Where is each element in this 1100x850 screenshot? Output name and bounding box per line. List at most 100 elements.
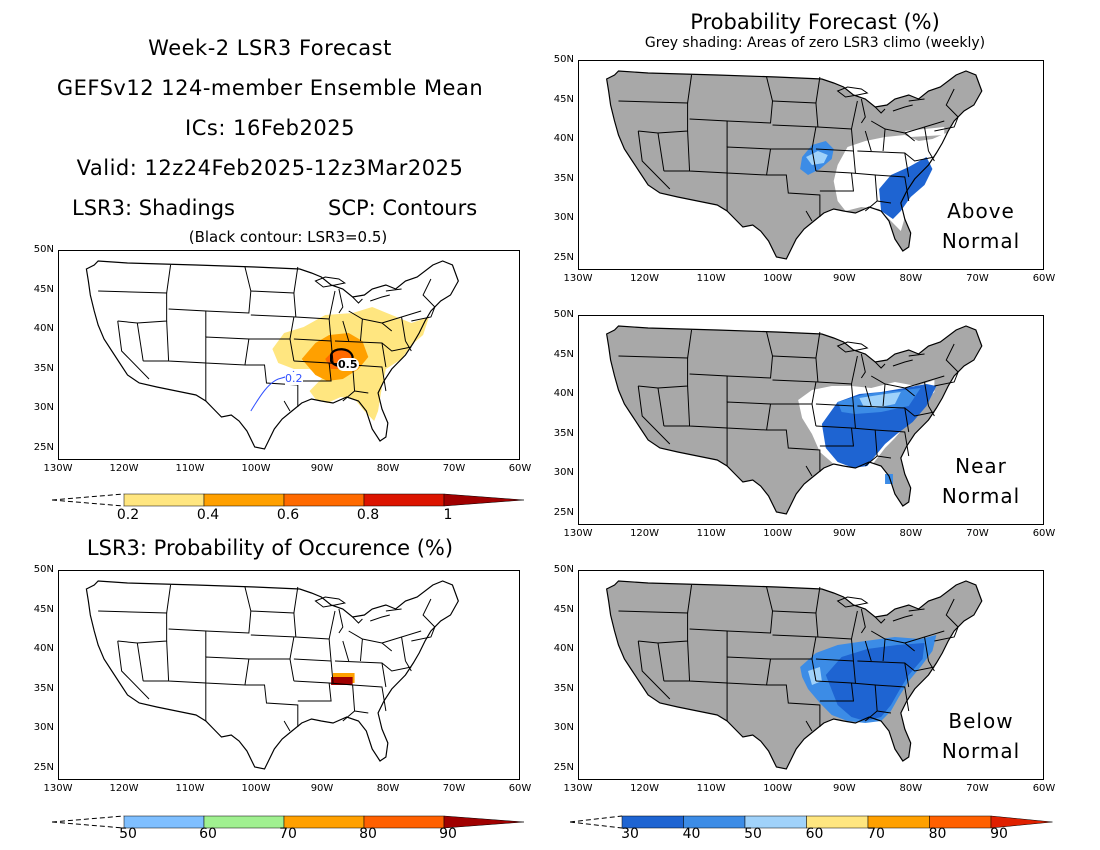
lat-label: 30N [553,467,574,479]
lon-label: 130W [563,528,593,539]
lat-label: 35N [553,682,574,694]
colorbar-label: 50 [744,826,762,842]
colorbar-label: 90 [439,826,457,842]
lon-label: 110W [696,528,726,539]
lon-label: 110W [175,463,205,474]
colorbar-label: 1 [443,507,453,523]
lon-label: 110W [175,783,205,794]
lon-label: 70W [966,783,989,794]
title-line-1: Week-2 LSR3 Forecast [148,36,392,60]
lon-label: 120W [109,463,139,474]
above-shade-30 [879,157,933,219]
colorbar-label: 80 [928,826,947,842]
colorbar-label: 60 [199,826,217,842]
probability-occurrence-map-panel [58,570,520,780]
colorbar-swatch [363,493,445,507]
colorbar-swatch [283,493,365,507]
shadings-label: LSR3: Shadings [72,196,235,220]
above-normal-map-panel: Above Normal [578,60,1044,270]
lat-label: 35N [33,362,54,374]
lat-label: 35N [553,172,574,184]
colorbar-label: 0.2 [116,507,140,523]
colorbar-swatch [123,493,205,507]
lon-label: 130W [563,783,593,794]
probability-occurrence-title: LSR3: Probability of Occurence (%) [86,536,454,560]
lat-label: 35N [33,682,54,694]
prob-shade-90 [331,677,353,685]
lat-label: 30N [553,212,574,224]
contour-label-02: 0.2 [285,372,303,385]
title-line-4: Valid: 12z24Feb2025-12z3Mar2025 [76,156,464,180]
contours-label: SCP: Contours [328,196,478,220]
colorbar-label: 50 [119,826,137,842]
lon-label: 130W [563,273,593,284]
probability-forecast-title: Probability Forecast (%) [690,10,940,34]
lon-label: 60W [508,783,532,794]
lat-label: 45N [33,283,54,295]
lsr3-map-panel: 0.5 0.2 [58,250,520,460]
lon-label: 60W [1032,528,1056,539]
near-label-line1: Near [955,454,1007,478]
colorbar-label: 70 [279,826,297,842]
near-normal-label: Near Normal [921,451,1041,511]
lon-label: 80W [899,783,923,794]
lon-label: 100W [763,783,793,794]
lon-label: 130W [43,463,73,474]
above-label-line1: Above [947,199,1015,223]
lat-label: 25N [33,442,54,453]
lon-label: 90W [310,783,334,794]
lat-label: 45N [553,348,574,360]
lat-label: 25N [553,252,574,263]
near-shade-50 [859,392,901,408]
black-contour-note: (Black contour: LSR3=0.5) [188,228,388,246]
lon-label: 100W [241,783,271,794]
contour-label-05: 0.5 [337,358,359,371]
lat-label: 50N [553,309,574,320]
lat-label: 25N [553,507,574,518]
lon-label: 60W [1032,273,1056,284]
lat-label: 30N [33,722,54,734]
lsr3-map-svg [85,260,459,450]
lat-label: 40N [33,323,54,335]
lon-label: 70W [442,463,466,474]
lat-label: 40N [33,643,54,655]
below-normal-label: Below Normal [921,706,1041,766]
title-line-2: GEFSv12 124-member Ensemble Mean [56,76,484,100]
colorbar-swatch [990,815,1053,829]
probability-colorbar [52,815,525,829]
lon-label: 90W [832,528,856,539]
lon-label: 120W [630,273,660,284]
lat-label: 30N [33,402,54,414]
lon-label: 110W [696,783,726,794]
lon-label: 110W [696,273,726,284]
lon-label: 90W [832,783,856,794]
near-normal-map-svg [606,325,983,515]
lon-label: 80W [376,783,400,794]
lon-label: 70W [966,528,989,539]
lon-label: 130W [43,783,73,794]
colorbar-label: 0.8 [356,507,380,523]
lat-label: 25N [33,762,54,773]
lat-label: 35N [553,427,574,439]
colorbar-label: 40 [682,826,701,842]
probability-occurrence-map-svg [85,580,459,770]
lon-label: 70W [966,273,989,284]
colorbar-label: 80 [359,826,377,842]
lon-label: 80W [899,273,923,284]
colorbar-swatch [203,493,285,507]
near-normal-map-panel: Near Normal [578,315,1044,525]
lon-label: 80W [376,463,400,474]
lat-label: 50N [553,54,574,65]
lat-label: 40N [553,643,574,655]
below-label-line1: Below [948,709,1014,733]
below-normal-map-svg [606,580,983,770]
lat-label: 25N [553,762,574,773]
lsr3-black-contour [330,348,354,367]
lon-label: 120W [630,783,660,794]
lon-label: 120W [630,528,660,539]
lat-label: 40N [553,133,574,145]
lon-label: 60W [1032,783,1056,794]
above-normal-label: Above Normal [921,196,1041,256]
below-label-line2: Normal [941,739,1021,763]
colorbar-swatch [443,493,525,507]
